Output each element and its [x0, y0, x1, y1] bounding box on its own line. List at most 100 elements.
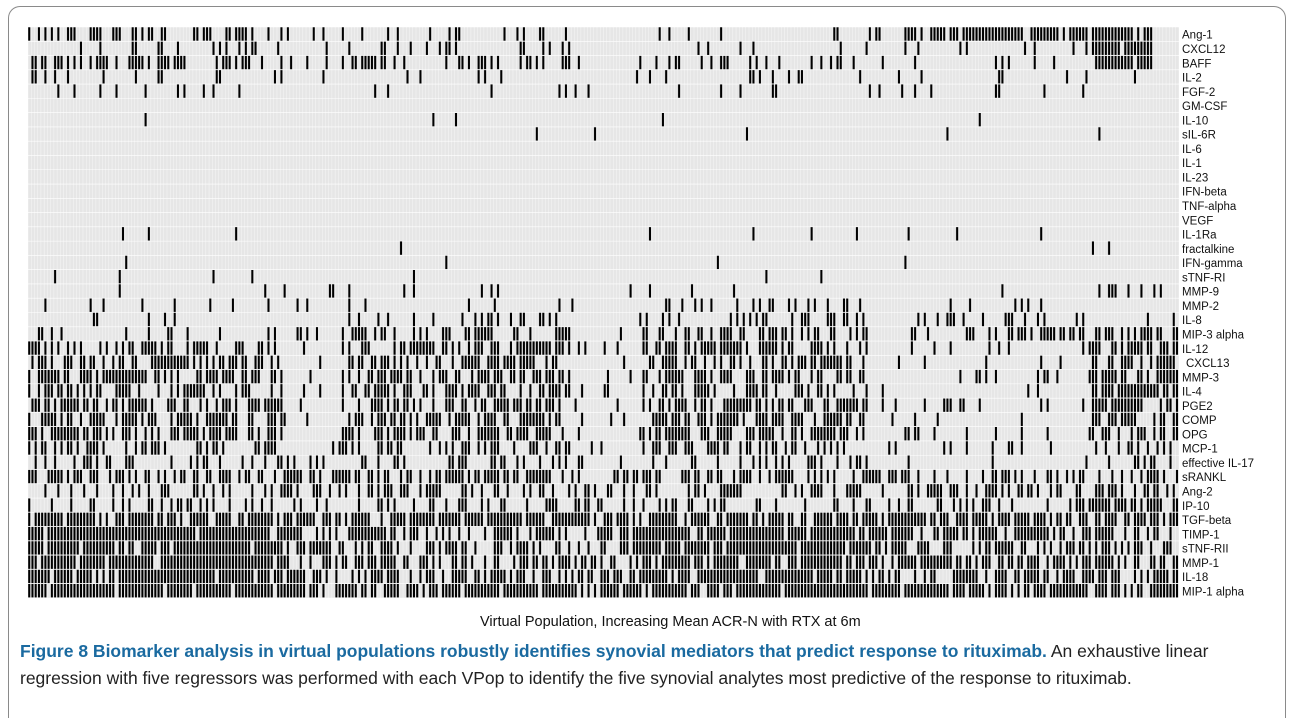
- heatmap-cell: [170, 498, 173, 512]
- heatmap-cell: [797, 69, 800, 84]
- heatmap-cell: [652, 569, 655, 584]
- heatmap-cell: [212, 426, 215, 441]
- heatmap-cell: [545, 583, 548, 598]
- heatmap-cell: [1153, 483, 1156, 498]
- heatmap-cell: [1156, 526, 1159, 541]
- heatmap-cell: [694, 583, 697, 598]
- heatmap-cell: [86, 512, 89, 527]
- heatmap-cell: [609, 583, 613, 598]
- heatmap-cell: [121, 412, 125, 427]
- heatmap-cell: [247, 412, 251, 427]
- heatmap-cell: [752, 540, 755, 555]
- heatmap-cell: [487, 583, 490, 598]
- heatmap-cell: [386, 398, 390, 412]
- heatmap-cell: [131, 412, 134, 427]
- heatmap-cell: [212, 526, 215, 541]
- heatmap-cell: [108, 369, 112, 384]
- heatmap-cell: [671, 583, 674, 598]
- heatmap-cell: [63, 555, 66, 569]
- heatmap-cell: [791, 569, 794, 584]
- heatmap-cell: [28, 341, 31, 355]
- heatmap-cell: [147, 540, 150, 555]
- heatmap-cell: [706, 440, 710, 455]
- heatmap-cell: [309, 455, 312, 469]
- heatmap-cell: [490, 412, 493, 427]
- heatmap-cell: [445, 369, 448, 384]
- heatmap-cell: [95, 27, 99, 41]
- heatmap-cell: [723, 483, 726, 498]
- heatmap-cell: [309, 469, 312, 484]
- heatmap-cell: [881, 398, 884, 412]
- heatmap-cell: [128, 512, 131, 527]
- heatmap-cell: [131, 369, 134, 384]
- heatmap-cell: [160, 498, 163, 512]
- heatmap-cell: [260, 498, 264, 512]
- heatmap-cell: [1175, 512, 1179, 527]
- heatmap-cell: [661, 583, 664, 598]
- heatmap-cell: [28, 512, 31, 527]
- heatmap-cell: [1111, 369, 1114, 384]
- heatmap-cell: [373, 526, 377, 541]
- heatmap-cell: [930, 84, 933, 98]
- heatmap-cell: [293, 455, 296, 469]
- heatmap-cell: [264, 512, 267, 527]
- heatmap-cell: [134, 41, 137, 55]
- heatmap-cell: [105, 55, 108, 70]
- heatmap-cell: [1072, 583, 1075, 598]
- heatmap-cell: [432, 426, 435, 441]
- heatmap-cell: [247, 398, 251, 412]
- heatmap-cell: [719, 369, 723, 384]
- heatmap-cell: [839, 526, 842, 541]
- heatmap-cell: [930, 555, 933, 569]
- heatmap-cell: [1172, 483, 1175, 498]
- heatmap-cell: [490, 84, 493, 98]
- heatmap-cell: [797, 526, 800, 541]
- heatmap-cell: [858, 455, 862, 469]
- heatmap-cell: [70, 398, 73, 412]
- heatmap-cell: [567, 341, 571, 355]
- heatmap-cell: [968, 326, 972, 341]
- heatmap-cell: [1082, 27, 1085, 41]
- heatmap-cell: [221, 355, 225, 369]
- heatmap-cell: [470, 369, 474, 384]
- heatmap-cell: [952, 483, 955, 498]
- heatmap-cell: [732, 283, 736, 298]
- heatmap-cell: [674, 498, 677, 512]
- heatmap-cell: [44, 440, 47, 455]
- heatmap-cell: [270, 583, 273, 598]
- heatmap-cell: [674, 426, 677, 441]
- heatmap-cell: [706, 569, 710, 584]
- heatmap-cell: [639, 569, 642, 584]
- heatmap-cell: [632, 498, 635, 512]
- heatmap-cell: [477, 369, 480, 384]
- heatmap-cell: [31, 341, 34, 355]
- heatmap-cell: [357, 526, 361, 541]
- heatmap-cell: [40, 326, 44, 341]
- heatmap-cell: [758, 526, 761, 541]
- heatmap-cell: [244, 583, 247, 598]
- heatmap-cell: [661, 555, 664, 569]
- heatmap-cell: [386, 355, 390, 369]
- heatmap-cell: [968, 27, 972, 41]
- heatmap-cell: [490, 312, 493, 327]
- heatmap-cell: [377, 569, 380, 584]
- heatmap-cell: [1146, 312, 1149, 327]
- heatmap-cell: [1114, 27, 1117, 41]
- heatmap-cell: [500, 540, 503, 555]
- heatmap-cell: [865, 469, 868, 484]
- heatmap-cell: [1111, 55, 1114, 70]
- heatmap-cell: [820, 383, 823, 398]
- heatmap-cell: [603, 583, 606, 598]
- heatmap-cell: [448, 469, 451, 484]
- heatmap-cell: [451, 583, 454, 598]
- heatmap-cell: [1133, 412, 1136, 427]
- heatmap-cell: [836, 498, 839, 512]
- heatmap-cell: [1043, 369, 1046, 384]
- heatmap-cell: [525, 55, 529, 70]
- heatmap-cell: [771, 440, 774, 455]
- heatmap-cell: [706, 341, 710, 355]
- heatmap-cell: [1107, 426, 1111, 441]
- heatmap-cell: [997, 540, 1001, 555]
- heatmap-cell: [390, 526, 393, 541]
- heatmap-row-mmp-3: [28, 369, 1179, 384]
